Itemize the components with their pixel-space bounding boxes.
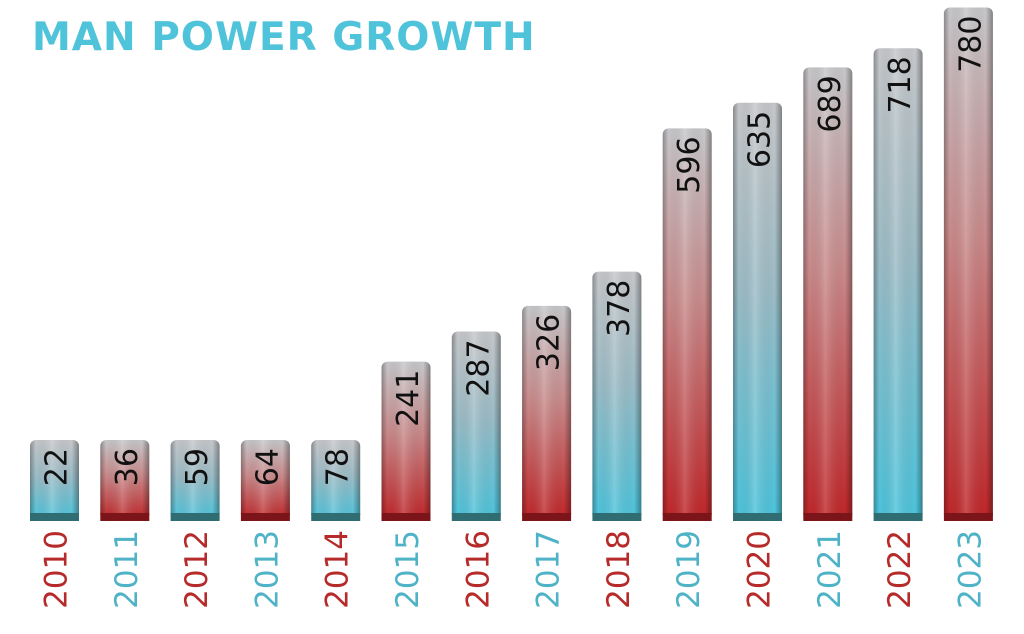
bar-shading <box>522 305 572 520</box>
bar-base <box>170 513 220 521</box>
year-label: 2020 <box>742 530 778 609</box>
chart-title: MAN POWER GROWTH <box>32 15 536 60</box>
bar-value-labels: 22 36 59 64 78 241 287 326 378 596 635 689 718 780 <box>40 16 989 487</box>
bar-shading <box>100 440 150 520</box>
bar-base <box>733 513 782 521</box>
bar-2015 <box>381 361 431 521</box>
bar-value-label: 780 <box>953 16 988 73</box>
bar-2010 <box>30 440 79 521</box>
year-label: 2010 <box>39 530 75 609</box>
year-label: 2017 <box>531 530 567 609</box>
bar-shading <box>170 440 220 520</box>
bar-base <box>451 513 501 521</box>
bar-base <box>943 513 993 521</box>
year-label: 2012 <box>179 530 215 609</box>
year-label: 2018 <box>601 530 637 609</box>
year-label: 2015 <box>390 530 426 609</box>
bar-2017 <box>522 305 572 521</box>
bar-value-label: 241 <box>391 370 426 427</box>
bar-base <box>100 513 150 521</box>
bar-base <box>30 513 79 521</box>
year-label: 2023 <box>952 530 988 609</box>
bar-2013 <box>240 440 290 521</box>
bars-layer <box>30 7 993 521</box>
bar-2021 <box>803 67 853 521</box>
bar-base <box>873 513 923 521</box>
bar-2023 <box>943 7 993 521</box>
bar-value-label: 78 <box>321 448 356 486</box>
bar-2022 <box>873 48 923 521</box>
bar-2019 <box>662 128 712 521</box>
bar-shading <box>240 440 290 520</box>
bar-value-label: 59 <box>180 448 215 486</box>
bar-shading <box>873 48 923 521</box>
year-label: 2019 <box>671 530 707 609</box>
bar-shading <box>381 361 431 520</box>
bar-2011 <box>100 440 150 521</box>
bar-2016 <box>451 331 501 521</box>
bar-base <box>311 513 361 521</box>
bar-value-label: 596 <box>672 136 707 193</box>
bar-base <box>803 513 853 521</box>
year-label: 2013 <box>249 530 285 609</box>
bar-base <box>522 513 572 521</box>
bar-base <box>381 513 431 521</box>
bar-value-label: 635 <box>743 111 778 168</box>
bar-base <box>592 513 642 521</box>
bar-value-label: 287 <box>461 339 496 396</box>
bar-value-label: 36 <box>110 448 145 486</box>
bar-value-label: 22 <box>40 448 75 486</box>
bar-2012 <box>170 440 220 521</box>
bar-shading <box>943 7 993 521</box>
bar-base <box>662 513 712 521</box>
year-label: 2021 <box>812 530 848 609</box>
bar-value-label: 64 <box>250 448 285 486</box>
bar-value-label: 718 <box>883 56 918 113</box>
bar-2020 <box>733 102 782 521</box>
bar-shading <box>30 440 79 520</box>
bar-shading <box>803 67 853 521</box>
bar-value-label: 689 <box>813 75 848 132</box>
bar-shading <box>662 128 712 521</box>
bar-shading <box>592 271 642 520</box>
year-label: 2011 <box>109 530 145 609</box>
bar-value-label: 326 <box>532 314 567 371</box>
bar-value-label: 378 <box>602 280 637 337</box>
bar-2014 <box>311 440 361 521</box>
bar-shading <box>733 102 782 521</box>
year-tick-labels: 2010 2011 2012 2013 2014 2015 2016 2017 2018 2019… <box>39 530 989 609</box>
bar-2018 <box>592 271 642 521</box>
bar-base <box>240 513 290 521</box>
year-label: 2016 <box>460 530 496 609</box>
year-label: 2014 <box>320 530 356 609</box>
year-label: 2022 <box>882 530 918 609</box>
bar-shading <box>451 331 501 520</box>
bar-shading <box>311 440 361 520</box>
